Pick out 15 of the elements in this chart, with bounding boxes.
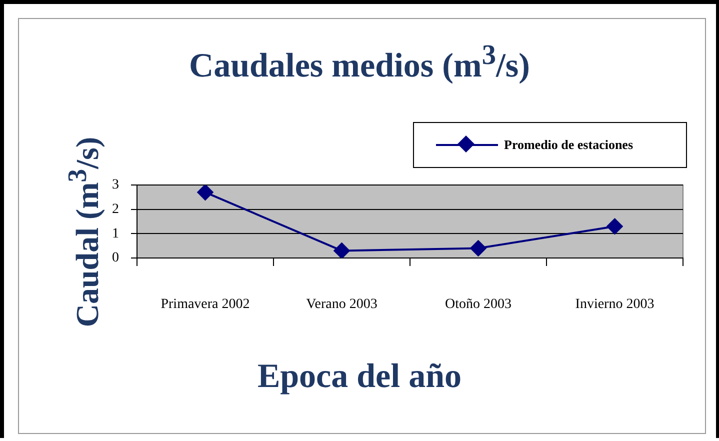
x-tick-label: Otoño 2003 (445, 297, 512, 312)
point (470, 240, 486, 256)
point (197, 185, 214, 200)
x-tick-label: Verano 2003 (306, 297, 378, 312)
x-tick-label: Invierno 2003 (575, 297, 654, 312)
chart-title: Caudales medios (m$^{3}$/s) (188, 40, 531, 86)
y-tick-label: 3 (112, 178, 119, 193)
y-tick-label: 2 (112, 202, 119, 218)
x-axis-title: Epoca del año (256, 358, 463, 396)
y-tick-label: 1 (112, 226, 119, 242)
legend-label: Promedio de estaciones (504, 137, 634, 153)
x-tick-label: Primavera 2002 (160, 297, 250, 312)
point (334, 242, 350, 258)
y-tick-label: 0 (112, 250, 119, 266)
point (606, 218, 623, 234)
